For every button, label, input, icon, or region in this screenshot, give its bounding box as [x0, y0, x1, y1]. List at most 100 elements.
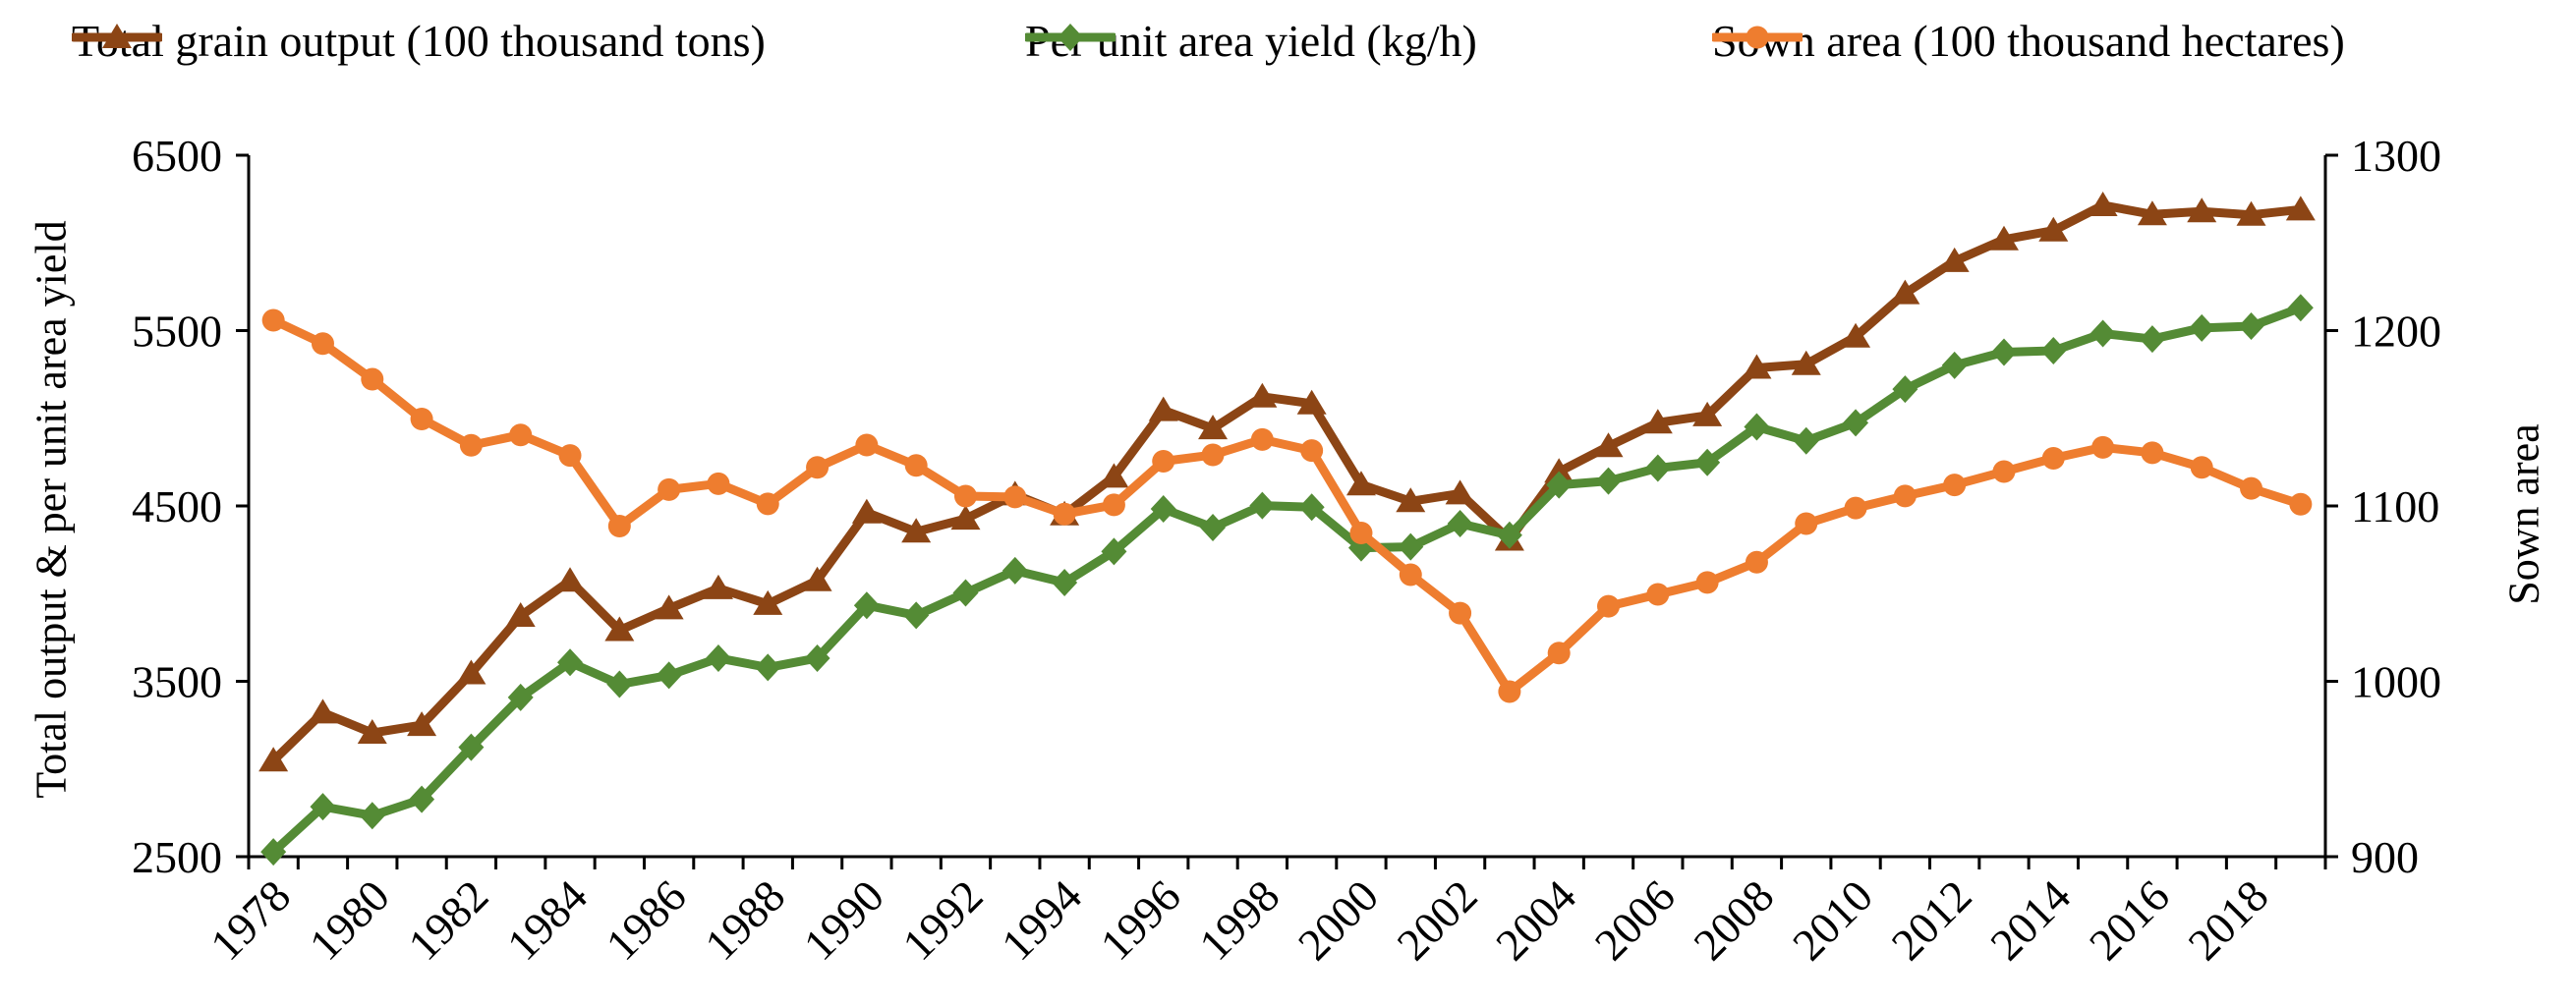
per-unit-area-yield-marker — [606, 670, 633, 699]
per-unit-area-yield-marker — [755, 653, 781, 682]
right-axis-tick-label: 1000 — [2351, 657, 2441, 707]
per-unit-area-yield-marker — [1694, 448, 1721, 476]
sown-area-marker — [459, 433, 483, 457]
per-unit-area-yield-marker — [2189, 313, 2215, 342]
total-grain-output-marker — [357, 719, 387, 745]
right-axis-tick-label: 1100 — [2351, 481, 2439, 531]
sown-area-marker — [707, 472, 730, 495]
per-unit-area-yield-marker — [853, 591, 880, 620]
per-unit-area-yield-marker — [804, 643, 830, 672]
total-grain-output-marker — [1544, 458, 1574, 483]
x-axis-tick-label: 1988 — [695, 870, 794, 970]
sown-area-marker — [2289, 492, 2313, 516]
total-grain-output-marker — [1099, 463, 1129, 488]
total-grain-output-marker — [1593, 432, 1624, 458]
sown-area-marker — [1844, 496, 1867, 520]
x-axis-tick-label: 1992 — [892, 870, 992, 970]
per-unit-area-yield-marker — [656, 661, 682, 690]
x-axis-tick-label: 1982 — [398, 870, 497, 970]
per-unit-area-yield-marker — [359, 802, 385, 830]
legend-item-sown-area: Sown area (100 thousand hectares) — [1712, 16, 2345, 67]
sown-area-marker — [904, 454, 928, 477]
right-axis-tick-label: 1300 — [2351, 131, 2441, 181]
total-grain-output-marker — [2038, 216, 2069, 242]
right-axis-tick-label: 900 — [2351, 832, 2419, 882]
sown-area-marker — [1300, 439, 1324, 463]
x-axis-tick-label: 2006 — [1585, 870, 1685, 970]
right-axis-tick-label: 1200 — [2351, 307, 2441, 357]
x-axis-tick-label: 1990 — [794, 870, 893, 970]
per-unit-area-yield-legend-marker — [1058, 24, 1083, 51]
total-grain-output-marker — [1396, 487, 1426, 513]
sown-area-marker — [1349, 521, 1373, 544]
sown-area-marker — [2091, 435, 2115, 459]
per-unit-area-yield-marker — [557, 648, 584, 677]
sown-area-marker — [1449, 601, 1472, 625]
left-axis-tick-label: 4500 — [132, 481, 222, 531]
sown-area-marker — [953, 484, 977, 508]
sown-area-marker — [2240, 476, 2263, 500]
legend-item-per-unit-area-yield: Per unit area yield (kg/h) — [1025, 16, 1477, 67]
total-grain-output-marker — [407, 711, 437, 737]
total-grain-output-line — [268, 200, 2306, 765]
total-grain-output-marker — [2236, 200, 2266, 226]
total-grain-output-marker — [851, 498, 882, 524]
total-grain-output-marker — [654, 594, 684, 620]
sown-area-marker — [361, 367, 384, 391]
total-grain-output-marker — [950, 505, 981, 531]
chart-legend: Total grain output (100 thousand tons) Pe… — [0, 0, 2576, 79]
x-axis-tick-label: 2014 — [1980, 870, 2080, 970]
total-grain-output-marker — [1692, 401, 1723, 426]
sown-area-marker — [1102, 493, 1125, 517]
sown-area-marker — [2041, 446, 2065, 470]
total-grain-output-marker — [1148, 396, 1178, 421]
total-grain-output-marker — [1890, 279, 1920, 305]
per-unit-area-yield-marker — [705, 643, 731, 672]
total-grain-output-marker — [1198, 415, 1229, 440]
total-grain-output-marker — [753, 589, 783, 615]
per-unit-area-yield-marker — [1150, 495, 1176, 524]
total-grain-output-marker — [1642, 409, 1673, 434]
total-grain-output-marker — [2187, 197, 2217, 223]
sown-area-marker — [261, 308, 285, 332]
left-axis-tick-label: 6500 — [132, 131, 222, 181]
diamond-legend-icon — [1025, 24, 1116, 51]
sown-area-marker — [1003, 485, 1027, 509]
left-axis-tick-label: 2500 — [132, 832, 222, 882]
per-unit-area-yield-marker — [1990, 338, 2017, 366]
total-grain-output-marker — [2285, 196, 2316, 221]
triangle-legend-icon — [72, 24, 162, 48]
total-grain-output-marker — [505, 601, 536, 627]
per-unit-area-yield-marker — [1644, 454, 1671, 482]
sown-area-marker — [1893, 484, 1917, 508]
per-unit-area-yield-marker — [1200, 513, 1227, 541]
sown-area-marker — [855, 433, 879, 457]
per-unit-area-yield-marker — [1843, 409, 1869, 437]
total-grain-output-marker — [1296, 389, 1327, 415]
total-grain-output-marker — [1445, 479, 1475, 505]
per-unit-area-yield-marker — [1249, 491, 1276, 520]
x-axis-tick-label: 1996 — [1091, 870, 1190, 970]
sown-area-marker — [1943, 474, 1967, 497]
sown-area-marker — [410, 407, 433, 430]
legend-item-total-grain-output: Total grain output (100 thousand tons) — [72, 16, 766, 67]
sown-area-marker — [607, 515, 631, 538]
total-grain-output-legend-marker — [102, 24, 132, 48]
total-grain-output-marker — [604, 616, 635, 642]
x-axis-tick-label: 1984 — [497, 870, 597, 970]
sown-area-marker — [658, 477, 681, 501]
per-unit-area-yield-marker — [310, 793, 336, 821]
per-unit-area-yield-marker — [458, 733, 485, 761]
x-axis-tick-label: 1994 — [992, 870, 1091, 970]
per-unit-area-yield-marker — [1744, 413, 1770, 441]
sown-area-marker — [1399, 563, 1422, 587]
total-grain-output-marker — [1841, 322, 1871, 348]
total-grain-output-marker — [1742, 354, 1772, 379]
sown-area-marker — [509, 423, 533, 447]
total-grain-output-marker — [1988, 225, 2019, 251]
sown-area-marker — [756, 492, 779, 516]
total-grain-output-marker — [2137, 200, 2167, 226]
sown-area-marker — [1152, 449, 1175, 473]
sown-area-marker — [2190, 456, 2213, 479]
total-grain-output-marker — [1791, 350, 1821, 375]
